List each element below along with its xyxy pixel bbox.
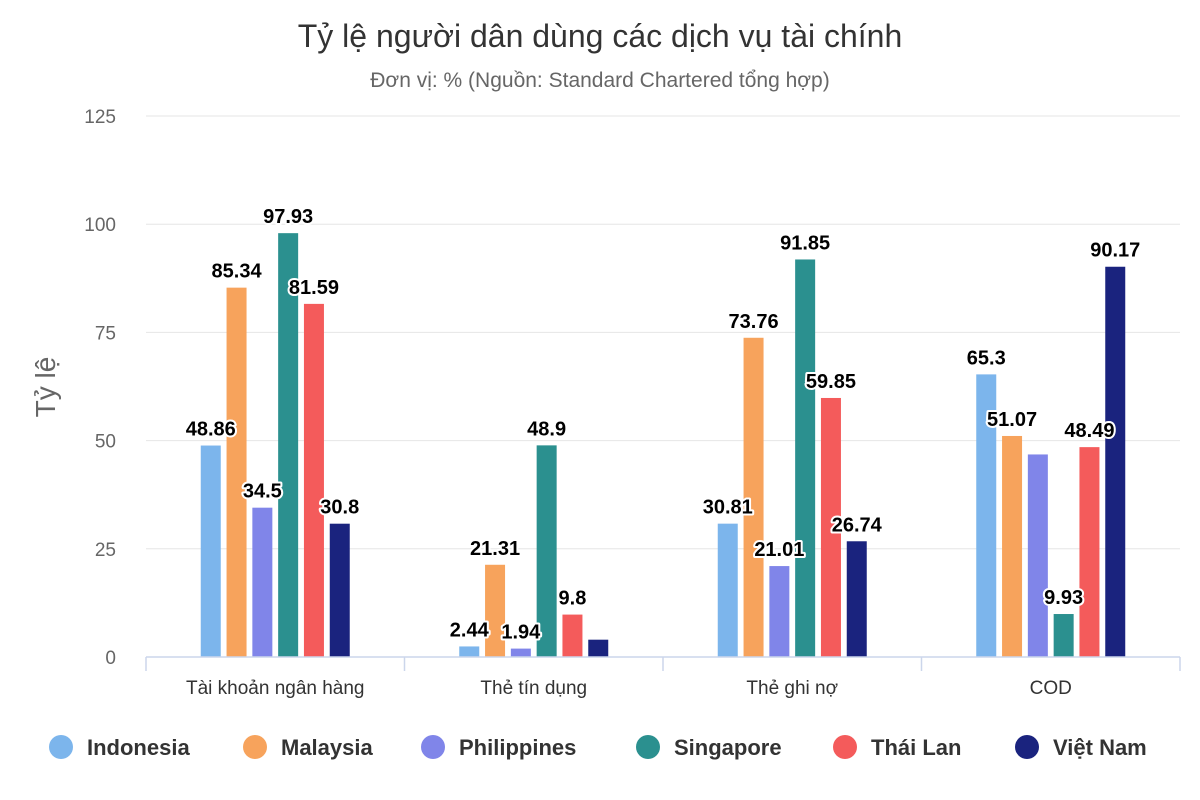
data-label: 21.31	[470, 538, 520, 560]
y-tick-label: 25	[95, 540, 116, 561]
legend-item-viet-nam[interactable]: Việt Nam	[1015, 735, 1147, 760]
y-axis-title: Tỷ lệ	[30, 357, 61, 418]
data-label: 30.8	[320, 497, 359, 519]
data-label: 21.01	[754, 539, 804, 561]
data-label: 34.5	[243, 481, 282, 503]
bar-thai-lan-cod[interactable]	[1079, 447, 1100, 657]
data-label: 48.49	[1064, 420, 1114, 442]
legend-item-thai-lan[interactable]: Thái Lan	[833, 735, 961, 760]
bar-indonesia-the-ghi-no[interactable]	[717, 523, 738, 657]
bar-philippines-the-tin-dung[interactable]	[510, 648, 531, 657]
bar-malaysia-the-tin-dung[interactable]	[485, 564, 506, 657]
data-label: 30.81	[703, 497, 753, 519]
data-label: 65.3	[967, 347, 1006, 369]
legend-label: Singapore	[674, 735, 782, 760]
y-tick-label: 75	[95, 323, 116, 344]
bar-thai-lan-the-ghi-no[interactable]	[820, 397, 841, 657]
data-label: 9.8	[559, 588, 587, 610]
data-label: 81.59	[289, 277, 339, 299]
data-label: 1.94	[501, 622, 541, 644]
data-label: 26.74	[832, 514, 883, 536]
legend-label: Indonesia	[87, 735, 190, 760]
data-label: 9.93	[1044, 587, 1083, 609]
x-tick-label: Thẻ tín dụng	[480, 678, 587, 699]
legend-marker	[243, 735, 267, 759]
legend-marker	[49, 735, 73, 759]
y-axis-ticks: 0 25 50 75 100 125	[84, 107, 116, 669]
y-tick-label: 125	[84, 107, 116, 128]
y-tick-label: 0	[105, 648, 116, 669]
bar-viet-nam-the-tin-dung[interactable]	[588, 639, 609, 657]
legend-label: Thái Lan	[871, 735, 961, 760]
bars	[200, 233, 1126, 657]
data-label: 2.44	[450, 619, 490, 641]
y-tick-label: 100	[84, 215, 116, 236]
bar-philippines-the-ghi-no[interactable]	[769, 566, 790, 657]
bar-indonesia-cod[interactable]	[976, 374, 997, 657]
data-label: 85.34	[212, 261, 263, 283]
gridlines	[146, 115, 1180, 550]
x-tick-label: COD	[1030, 678, 1072, 699]
x-tick-label: Thẻ ghi nợ	[746, 678, 838, 699]
legend: Indonesia Malaysia Philippines Singapore Thá…	[49, 735, 1147, 760]
bar-singapore-cod[interactable]	[1053, 614, 1074, 657]
legend-item-malaysia[interactable]: Malaysia	[243, 735, 373, 760]
bar-thai-lan-tai-khoan-ngan-hang[interactable]	[303, 303, 324, 657]
data-label: 48.86	[186, 419, 236, 441]
x-axis	[145, 656, 1181, 671]
bar-philippines-cod[interactable]	[1027, 454, 1048, 657]
bar-malaysia-tai-khoan-ngan-hang[interactable]	[226, 287, 247, 657]
data-label: 91.85	[780, 232, 830, 254]
legend-marker	[421, 735, 445, 759]
bar-indonesia-tai-khoan-ngan-hang[interactable]	[200, 445, 221, 657]
bar-viet-nam-cod[interactable]	[1105, 266, 1126, 657]
bar-philippines-tai-khoan-ngan-hang[interactable]	[252, 507, 273, 657]
chart-subtitle: Đơn vị: % (Nguồn: Standard Chartered tổn…	[370, 69, 829, 92]
legend-item-indonesia[interactable]: Indonesia	[49, 735, 190, 760]
bar-thai-lan-the-tin-dung[interactable]	[562, 614, 583, 657]
bar-indonesia-the-tin-dung[interactable]	[459, 646, 480, 657]
data-label: 73.76	[729, 311, 779, 333]
data-label: 59.85	[806, 371, 856, 393]
bar-malaysia-the-ghi-no[interactable]	[743, 337, 764, 657]
bar-singapore-tai-khoan-ngan-hang[interactable]	[278, 233, 299, 657]
x-axis-ticks: Tài khoản ngân hàng Thẻ tín dụng Thẻ ghi n…	[186, 678, 1072, 699]
bar-malaysia-cod[interactable]	[1002, 435, 1023, 657]
data-label: 97.93	[263, 206, 313, 228]
data-label: 48.9	[527, 418, 566, 440]
chart-title: Tỷ lệ người dân dùng các dịch vụ tài chí…	[298, 18, 903, 54]
legend-marker	[636, 735, 660, 759]
legend-label: Malaysia	[281, 735, 373, 760]
legend-marker	[1015, 735, 1039, 759]
y-tick-label: 50	[95, 432, 116, 453]
data-label: 51.07	[987, 409, 1037, 431]
x-tick-label: Tài khoản ngân hàng	[186, 678, 365, 699]
data-labels: 48.86 2.44 30.81 65.3 85.34 21.31 73.76 51.07 34…	[184, 204, 1143, 645]
bar-singapore-the-ghi-no[interactable]	[795, 259, 816, 657]
bar-viet-nam-tai-khoan-ngan-hang[interactable]	[329, 523, 350, 657]
bar-viet-nam-the-ghi-no[interactable]	[846, 541, 867, 657]
legend-item-philippines[interactable]: Philippines	[421, 735, 576, 760]
bar-singapore-the-tin-dung[interactable]	[536, 445, 557, 657]
data-label: 90.17	[1090, 240, 1140, 262]
legend-label: Việt Nam	[1053, 735, 1147, 760]
legend-label: Philippines	[459, 735, 576, 760]
legend-marker	[833, 735, 857, 759]
legend-item-singapore[interactable]: Singapore	[636, 735, 782, 760]
